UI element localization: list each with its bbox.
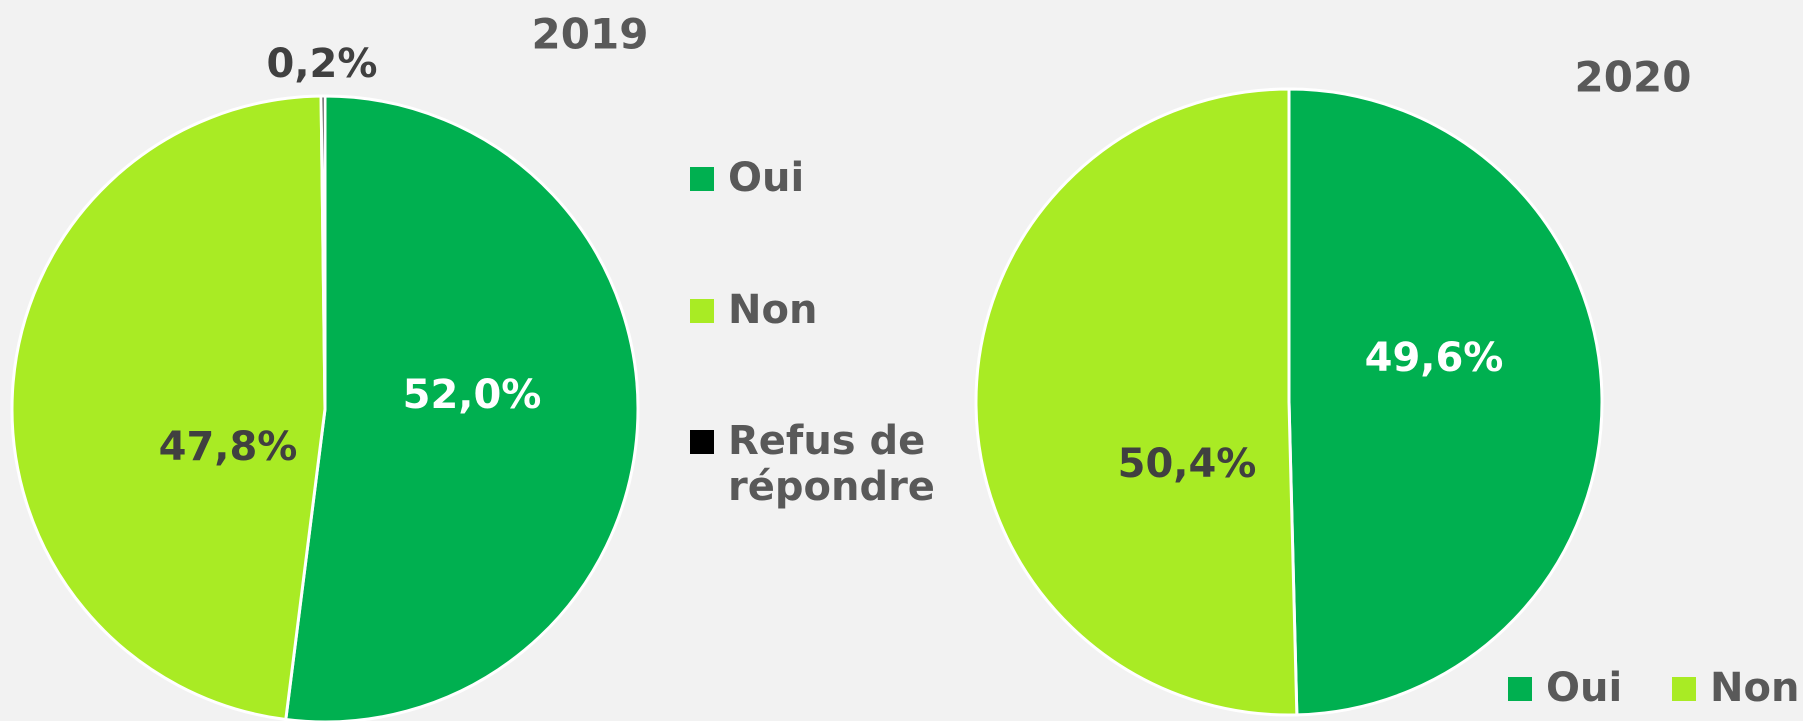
legend-entry: Oui — [690, 155, 950, 201]
legend-label: Oui — [728, 155, 805, 201]
legend-label: Refus de répondre — [728, 418, 935, 510]
data-label: 0,2% — [267, 41, 378, 87]
chart-title: 2020 — [1575, 53, 1692, 102]
legend-entry: Non — [1672, 665, 1803, 711]
pie-slice — [1287, 87, 1604, 717]
chart-title: 2019 — [532, 10, 649, 59]
pie-slice — [284, 94, 640, 721]
legend-entry: Non — [690, 287, 950, 333]
legend-entry: Refus de répondre — [690, 418, 950, 510]
legend-label: Non — [1710, 665, 1800, 711]
legend-swatch — [690, 299, 714, 323]
pie-slice — [10, 94, 327, 721]
legend-swatch — [690, 430, 714, 454]
data-label: 49,6% — [1365, 335, 1504, 381]
legend-entry: Oui — [1508, 665, 1708, 711]
pie-slice — [974, 87, 1299, 717]
legend-label: Non — [728, 287, 818, 333]
pie-slice — [319, 94, 327, 410]
legend-swatch — [1672, 677, 1696, 701]
data-label: 50,4% — [1118, 441, 1257, 487]
data-label: 52,0% — [403, 372, 542, 418]
legend-swatch — [690, 167, 714, 191]
legend-label: Oui — [1546, 665, 1623, 711]
data-label: 47,8% — [159, 424, 298, 470]
legend-swatch — [1508, 677, 1532, 701]
